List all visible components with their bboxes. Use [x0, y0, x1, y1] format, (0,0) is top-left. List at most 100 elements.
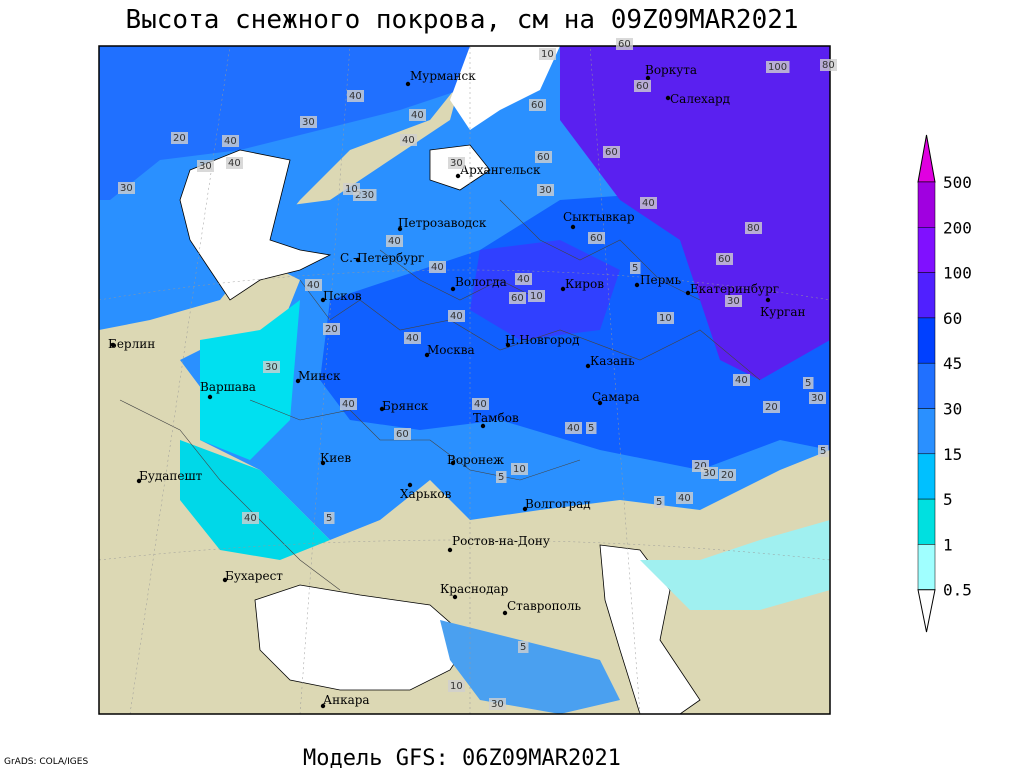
city-label: Киев: [320, 451, 351, 465]
contour-label: 5: [805, 378, 811, 389]
colorbar-label: 15: [943, 445, 962, 464]
contour-label-box: [603, 146, 620, 158]
contour-label-box: [509, 292, 526, 304]
contour-label: 10: [530, 291, 543, 302]
colorbar-label: 100: [943, 264, 972, 283]
city-label: Воронеж: [447, 453, 504, 467]
footer-model: Модель GFS: 06Z09MAR2021: [303, 746, 621, 768]
colorbar-label: 200: [943, 218, 972, 237]
contour-label-box: [634, 80, 651, 92]
city-dot: [424, 352, 430, 358]
city-dot: [207, 394, 213, 400]
contour-label: 20: [721, 470, 734, 481]
contour-label: 40: [228, 158, 241, 169]
title: Высота снежного покрова, см на 09Z09MAR2…: [125, 5, 798, 35]
contour-label-box: [409, 109, 426, 121]
city-dot: [450, 460, 456, 466]
contour-label: 40: [567, 423, 580, 434]
contour-label-box: [394, 428, 411, 440]
city-dot: [136, 478, 142, 484]
colorbar-label: 0.5: [943, 581, 972, 600]
contour-label-box: [535, 151, 552, 163]
city-dot: [505, 342, 511, 348]
city-label: Самара: [592, 390, 640, 404]
colorbar-swatch: [917, 362, 936, 409]
contour-label-box: [511, 463, 528, 475]
city-label: Бухарест: [225, 569, 283, 583]
city-label: Киров: [565, 277, 604, 291]
contour-label-box: [565, 422, 582, 434]
city-dot: [452, 594, 458, 600]
city-dot: [295, 378, 301, 384]
contour-label: 40: [406, 333, 419, 344]
contour-label: 20: [765, 402, 778, 413]
contour-label: 5: [820, 446, 826, 457]
colorbar-label: 5: [943, 490, 953, 509]
contour-label: 40: [349, 91, 362, 102]
city-dot: [450, 286, 456, 292]
city-label: Казань: [590, 354, 635, 368]
contour-label-box: [588, 232, 605, 244]
contour-label: 5: [326, 513, 332, 524]
contour-label: 40: [224, 136, 237, 147]
city-dot: [447, 547, 453, 553]
contour-label-box: [496, 471, 507, 483]
contour-label-box: [472, 398, 489, 410]
colorbar-swatch: [917, 317, 936, 364]
contour-label: 10: [345, 184, 358, 195]
contour-label-box: [263, 361, 280, 373]
contour-label: 30: [199, 161, 212, 172]
city-dot: [570, 224, 576, 230]
contour-label: 20: [325, 324, 338, 335]
contour-label: 40: [735, 375, 748, 386]
contour-label-box: [222, 135, 239, 147]
contour-label-box: [226, 157, 243, 169]
city-label: Москва: [427, 343, 475, 357]
contour-label-box: [404, 332, 421, 344]
colorbar-label: 60: [943, 309, 962, 328]
city-dot: [665, 95, 671, 101]
contour-label-box: [300, 116, 317, 128]
contour-label-box: [448, 310, 465, 322]
colorbar-swatch: [917, 181, 936, 228]
contour-label: 40: [517, 274, 530, 285]
city-label: Воркута: [645, 63, 697, 77]
contour-label: 20: [694, 461, 707, 472]
city-label: Ростов-на-Дону: [452, 534, 550, 548]
city-label: Салехард: [670, 92, 730, 106]
city-dot: [379, 406, 385, 412]
city-dot: [585, 363, 591, 369]
city-label: Ставрополь: [507, 599, 581, 613]
contour-label-box: [616, 38, 633, 50]
colorbar-label: 45: [943, 354, 962, 373]
contour-label-box: [766, 61, 790, 73]
city-dot: [110, 342, 116, 348]
contour-label-box: [386, 235, 403, 247]
city-dot: [407, 482, 413, 488]
city-label: Варшава: [200, 380, 256, 394]
contour-label: 40: [474, 399, 487, 410]
contour-label: 60: [511, 293, 524, 304]
contour-label: 30: [539, 185, 552, 196]
contour-label-box: [429, 261, 446, 273]
city-dot: [597, 400, 603, 406]
contour-label-box: [818, 445, 829, 457]
city-dot: [645, 75, 651, 81]
credit: GrADS: COLA/IGES: [4, 757, 88, 767]
contour-label-box: [763, 401, 780, 413]
colorbar-cap: [917, 589, 936, 633]
city-label: Мурманск: [410, 69, 476, 83]
contour-label-box: [640, 197, 657, 209]
city-label: Псков: [323, 289, 362, 303]
contour-label-box: [489, 698, 506, 710]
contour-label: 60: [531, 100, 544, 111]
city-label: Тамбов: [473, 411, 519, 425]
contour-label-box: [657, 312, 674, 324]
contour-label: 40: [431, 262, 444, 273]
city-dot: [405, 81, 411, 87]
city-dot: [397, 226, 403, 232]
city-label: Харьков: [400, 487, 452, 501]
city-dot: [560, 286, 566, 292]
